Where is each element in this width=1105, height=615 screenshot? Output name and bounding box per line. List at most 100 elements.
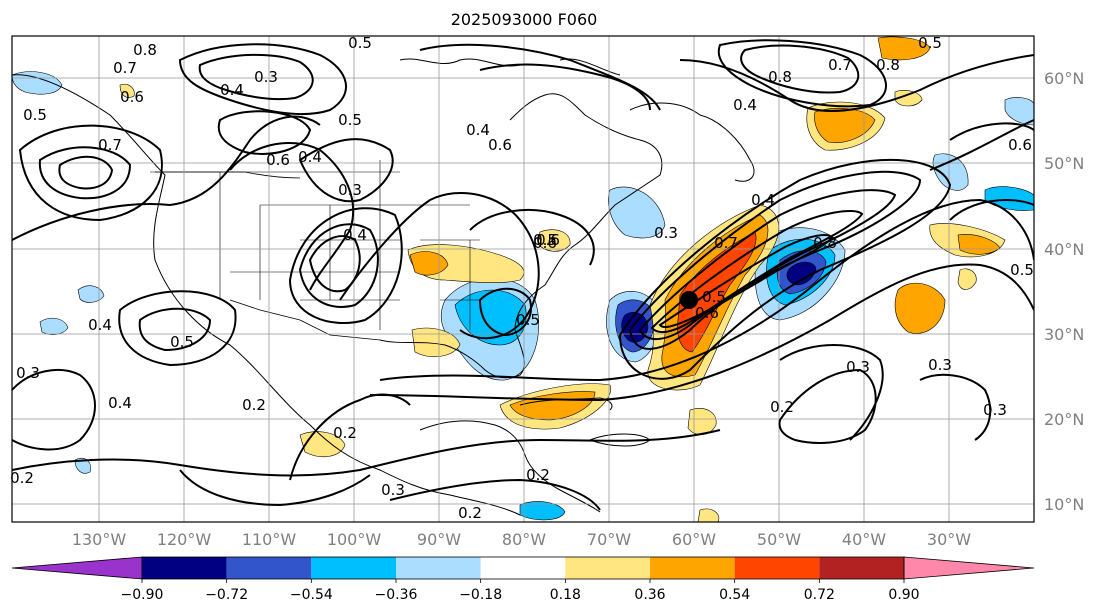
contour-label: 0.2 [458, 504, 482, 522]
map-frame [11, 35, 1035, 523]
greenland-labrador-coast [629, 102, 755, 182]
graticule [12, 36, 1034, 522]
colorbar-tick-label: 0.54 [719, 587, 750, 603]
colorbar-tick-label: −0.36 [375, 587, 418, 603]
contour-label: 0.7 [828, 56, 852, 74]
longitude-labels: 130°W 120°W 110°W 100°W 90°W 80°W 70°W 6… [72, 530, 971, 549]
colorbar-tick-label: 0.36 [634, 587, 665, 603]
negative-anomaly-region [1004, 97, 1034, 126]
contour-lines [12, 39, 1034, 511]
map-panel [11, 35, 1035, 523]
contour-label: 0.3 [654, 224, 678, 242]
contour-label: 0.2 [526, 466, 550, 484]
contour-label: 0.5 [516, 311, 540, 329]
lon-label-110w: 110°W [242, 530, 297, 549]
positive-anomaly-region [119, 83, 135, 98]
colorbar-swatch [650, 557, 735, 579]
positive-anomaly-region [877, 36, 931, 61]
contour-label: 0.6 [536, 231, 560, 249]
contour-label: 0.3 [338, 181, 362, 199]
lon-label-70w: 70°W [587, 530, 631, 549]
lat-label-40n: 40°N [1044, 240, 1084, 259]
central-america-coastline [419, 420, 601, 513]
contour-label: 0.6 [1008, 136, 1032, 154]
lat-label-50n: 50°N [1044, 154, 1084, 173]
contour-label: 0.6 [533, 234, 557, 252]
lat-label-60n: 60°N [1044, 69, 1084, 88]
filled-anomalies [12, 36, 1034, 522]
colorbar-tick-label: −0.90 [121, 587, 164, 603]
storm-center-marker [680, 291, 698, 309]
colorbar-swatch [819, 557, 904, 579]
positive-anomaly-region [894, 90, 923, 107]
colorbar-swatch [734, 557, 820, 579]
negative-anomaly-region [74, 458, 91, 474]
lon-label-50w: 50°W [757, 530, 801, 549]
colorbar-swatch [311, 557, 396, 579]
contour-label: 0.5 [170, 333, 194, 351]
colorbar-extend-low [11, 556, 143, 580]
coastlines-and-borders [12, 58, 755, 516]
colorbar-tick-label: 0.90 [888, 587, 919, 603]
lat-label-20n: 20°N [1044, 410, 1084, 429]
cuba-outline [519, 397, 613, 411]
positive-anomaly-region [894, 282, 946, 334]
contour-label: 0.8 [813, 234, 837, 252]
contour-label: 0.6 [120, 88, 144, 106]
contour-label: 0.4 [108, 394, 132, 412]
colorbar-tick-label: −0.18 [459, 587, 502, 603]
contour-label: 0.4 [298, 148, 322, 166]
us-canada-border [155, 171, 301, 179]
contour-label: 0.4 [733, 96, 757, 114]
colorbar: −0.90 −0.72 −0.54 −0.36 −0.18 0.18 0.36 0.54 0.7… [11, 556, 1035, 603]
negative-anomaly-core [786, 261, 817, 286]
contour-labels: 0.8 0.7 0.3 0.5 0.6 0.4 0.5 0.6 0.4 0.3 … [10, 34, 1034, 522]
positive-anomaly-region [537, 229, 571, 252]
positive-anomaly-region [697, 508, 720, 522]
contour-label: 0.3 [381, 481, 405, 499]
colorbar-tick-label: 0.18 [550, 587, 581, 603]
colorbar-swatch [142, 557, 227, 579]
map-title: 2025093000 F060 [451, 10, 598, 29]
contour-label: 0.4 [343, 226, 367, 244]
contour-label: 0.5 [23, 106, 47, 124]
positive-anomaly-region [814, 107, 876, 143]
positive-anomaly-region [957, 268, 977, 290]
contour-label: 0.3 [846, 358, 870, 376]
lat-label-30n: 30°N [1044, 325, 1084, 344]
colorbar-swatch [480, 557, 566, 579]
colorbar-extend-high [903, 556, 1035, 580]
lon-label-90w: 90°W [417, 530, 461, 549]
contour-label: 0.8 [768, 68, 792, 86]
contour-label: 0.8 [876, 56, 900, 74]
lon-label-130w: 130°W [72, 530, 127, 549]
positive-anomaly-region [687, 408, 717, 436]
colorbar-swatch [226, 557, 312, 579]
lat-label-10n: 10°N [1044, 495, 1084, 514]
contour-label: 0.6 [266, 151, 290, 169]
contour-label: 0.4 [751, 191, 775, 209]
contour-label: 0.4 [88, 316, 112, 334]
lon-label-120w: 120°W [157, 530, 212, 549]
contour-label: 0.5 [533, 231, 557, 249]
contour-label: 0.4 [220, 81, 244, 99]
pacific-coastline [12, 74, 521, 516]
contour-label: 0.3 [928, 356, 952, 374]
lon-label-100w: 100°W [327, 530, 382, 549]
lon-label-40w: 40°W [842, 530, 886, 549]
contour-label: 0.2 [242, 396, 266, 414]
contour-label: 0.5 [702, 288, 726, 306]
lon-label-30w: 30°W [927, 530, 971, 549]
colorbar-tick-label: −0.54 [290, 587, 333, 603]
contour-label: 0.4 [466, 121, 490, 139]
colorbar-swatch [396, 557, 481, 579]
atlantic-gulf-coastline [379, 93, 663, 379]
contour-label: 0.2 [770, 398, 794, 416]
colorbar-swatch [565, 557, 650, 579]
positive-anomaly-region [411, 327, 461, 358]
contour-label: 0.5 [338, 111, 362, 129]
colorbar-tick-label: 0.72 [804, 587, 835, 603]
contour-label: 0.5 [918, 34, 942, 52]
us-mexico-border [229, 299, 381, 341]
